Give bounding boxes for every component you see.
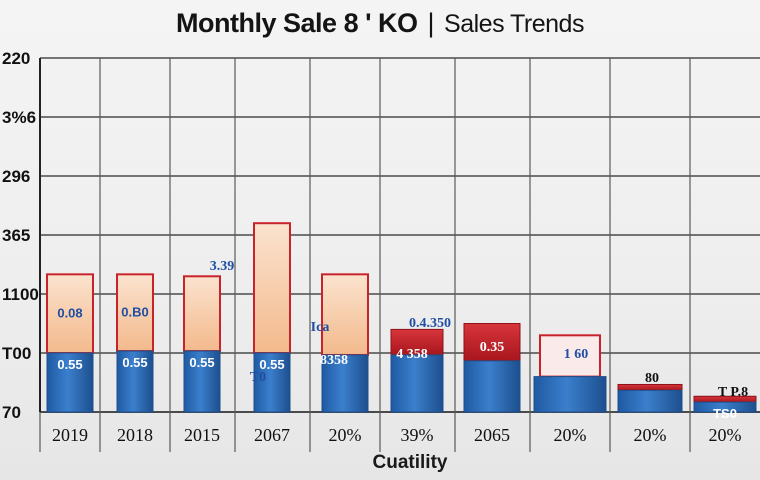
bar-upper bbox=[321, 273, 369, 356]
y-tick-label: 365 bbox=[2, 226, 30, 245]
y-tick-label: 70 bbox=[2, 403, 21, 422]
bar-base bbox=[617, 389, 683, 413]
bar-base bbox=[533, 376, 607, 413]
annotation-label: T0 bbox=[250, 370, 266, 385]
data-label: 0.55 bbox=[189, 355, 214, 370]
bar-upper bbox=[390, 328, 444, 356]
bar-upper bbox=[463, 323, 521, 362]
annotation-label: 1 60 bbox=[564, 347, 589, 362]
annotation-label: Ica bbox=[311, 320, 330, 335]
x-axis-label: Cuatility bbox=[372, 452, 448, 473]
bar-base bbox=[693, 401, 757, 413]
chart-title-separator: | bbox=[427, 8, 435, 38]
bar-upper bbox=[183, 275, 221, 353]
x-tick-label: 2018 bbox=[117, 425, 153, 445]
y-tick-label: 220 bbox=[2, 49, 30, 68]
bar-base bbox=[116, 350, 154, 413]
bar-upper bbox=[46, 273, 94, 355]
annotation-label: 4 358 bbox=[396, 347, 428, 362]
annotation-label: 0.4.350 bbox=[409, 316, 451, 331]
annotation-label: T P.8 bbox=[718, 385, 748, 400]
bar-base bbox=[253, 352, 291, 413]
bar-upper bbox=[116, 273, 154, 353]
bar-base bbox=[321, 354, 369, 413]
data-label: TS0 bbox=[713, 406, 737, 421]
chart-title: Monthly Sale 8 ' KO | Sales Trends bbox=[0, 8, 760, 39]
data-label: 0.B0 bbox=[121, 305, 148, 320]
x-tick-label: 20% bbox=[554, 425, 587, 445]
data-label: 0.55 bbox=[122, 355, 147, 370]
annotation-label: 80 bbox=[645, 371, 659, 386]
data-label: 0.55 bbox=[57, 357, 82, 372]
annotation-label: 8358 bbox=[320, 353, 348, 368]
x-tick-label: 2019 bbox=[52, 425, 88, 445]
x-tick-label: 39% bbox=[401, 425, 434, 445]
x-tick-label: 20% bbox=[634, 425, 667, 445]
annotation-label: 3.39 bbox=[210, 259, 235, 274]
y-tick-label: T00 bbox=[2, 344, 31, 363]
bar-base bbox=[46, 352, 94, 413]
bar-upper bbox=[253, 222, 291, 354]
y-tick-label: 3%6 bbox=[2, 108, 36, 127]
chart-title-main: Monthly Sale 8 ' KO bbox=[176, 8, 418, 38]
data-label: 0.08 bbox=[57, 306, 82, 321]
y-tick-label: 1100 bbox=[2, 285, 39, 304]
data-label: 0.55 bbox=[259, 357, 284, 372]
x-tick-label: 20% bbox=[329, 425, 362, 445]
x-tick-label: 2067 bbox=[254, 425, 290, 445]
bar-upper bbox=[539, 334, 601, 378]
chart-subtitle: Sales Trends bbox=[444, 10, 584, 38]
bar-base bbox=[390, 354, 444, 413]
bar-base bbox=[463, 360, 521, 413]
annotation-label: 0.35 bbox=[480, 340, 505, 355]
y-tick-label: 296 bbox=[2, 167, 30, 186]
x-tick-label: 2015 bbox=[184, 425, 220, 445]
bar-base bbox=[183, 350, 221, 413]
x-tick-label: 2065 bbox=[474, 425, 510, 445]
x-tick-label: 20% bbox=[709, 425, 742, 445]
